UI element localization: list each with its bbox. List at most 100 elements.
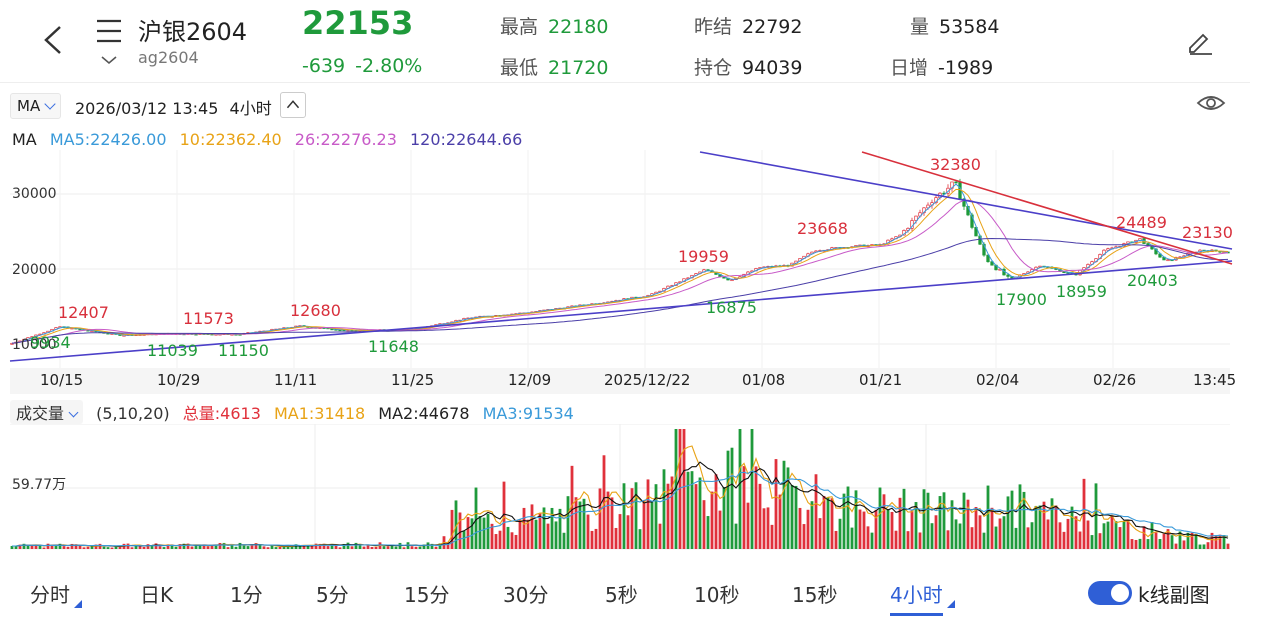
volume-bar bbox=[858, 509, 862, 549]
stat-open-interest: 持仓 94039 bbox=[694, 53, 802, 80]
volume-indicator-dropdown[interactable]: 成交量 bbox=[10, 400, 84, 424]
volume-bar bbox=[634, 482, 638, 549]
volume-bar bbox=[86, 546, 90, 549]
volume-bar bbox=[302, 546, 306, 549]
volume-bar bbox=[206, 546, 210, 549]
volume-bar bbox=[1034, 505, 1038, 549]
stat-label: 日增 bbox=[890, 57, 929, 79]
indicator-dropdown[interactable]: MA bbox=[10, 93, 62, 119]
volume-chart[interactable]: 59.77万 bbox=[0, 424, 1250, 552]
tab-label: 分时 bbox=[30, 583, 70, 607]
volume-bar bbox=[334, 545, 338, 549]
volume-bar bbox=[614, 527, 618, 549]
trend-line-resistance bbox=[699, 151, 1233, 250]
volume-bar bbox=[574, 497, 578, 549]
tab-daily[interactable]: 日K bbox=[140, 579, 173, 608]
volume-bar bbox=[278, 546, 282, 549]
volume-bar bbox=[210, 544, 214, 549]
volume-bar bbox=[354, 542, 358, 549]
volume-bar bbox=[1222, 535, 1226, 549]
menu-icon[interactable] bbox=[96, 18, 122, 44]
volume-bar bbox=[694, 484, 698, 549]
volume-bar bbox=[918, 532, 922, 549]
volume-bar bbox=[606, 491, 610, 549]
back-icon[interactable] bbox=[42, 24, 64, 56]
volume-bar bbox=[518, 520, 522, 549]
y-tick-label: 10000 bbox=[12, 337, 57, 353]
volume-bar bbox=[290, 545, 294, 549]
volume-bar bbox=[766, 507, 770, 549]
trend-line-red bbox=[861, 151, 1233, 265]
volume-bar bbox=[1006, 496, 1010, 549]
volume-bar bbox=[1042, 501, 1046, 549]
volume-bar bbox=[234, 546, 238, 549]
volume-bar bbox=[1106, 521, 1110, 549]
chevron-down-icon[interactable] bbox=[100, 54, 118, 66]
tab-label: 1分 bbox=[230, 583, 263, 607]
tab-intraday[interactable]: 分时 bbox=[30, 579, 82, 608]
volume-bar bbox=[102, 546, 106, 549]
tab-15min[interactable]: 15分 bbox=[404, 579, 449, 608]
volume-bar bbox=[830, 498, 834, 549]
volume-bar bbox=[90, 546, 94, 549]
volume-bar bbox=[514, 534, 518, 549]
volume-bar bbox=[422, 544, 426, 549]
volume-bar bbox=[974, 506, 978, 549]
volume-params: (5,10,20) bbox=[96, 404, 170, 423]
tab-1min[interactable]: 1分 bbox=[230, 579, 263, 608]
volume-bar bbox=[342, 543, 346, 549]
volume-bar bbox=[1098, 533, 1102, 549]
volume-bar bbox=[502, 481, 506, 549]
candle-body bbox=[926, 204, 930, 209]
price-chart[interactable]: 30000 20000 10000 12407 11573 12680 19959 2366… bbox=[0, 150, 1250, 396]
volume-bar bbox=[134, 544, 138, 549]
volume-bar bbox=[314, 543, 318, 549]
volume-bar bbox=[454, 500, 458, 549]
tab-15sec[interactable]: 15秒 bbox=[792, 579, 837, 608]
stat-value: -1989 bbox=[938, 57, 994, 79]
tab-10sec[interactable]: 10秒 bbox=[694, 579, 739, 608]
volume-bar bbox=[538, 513, 542, 549]
y-tick-label: 20000 bbox=[12, 262, 57, 278]
volume-bar bbox=[82, 547, 86, 549]
candle-body bbox=[986, 254, 990, 263]
volume-bar bbox=[1058, 522, 1062, 549]
volume-bar bbox=[1054, 505, 1058, 549]
high-annotation: 19959 bbox=[678, 247, 729, 266]
edit-icon[interactable] bbox=[1186, 28, 1214, 56]
volume-bar bbox=[862, 511, 866, 549]
volume-y-tick: 59.77万 bbox=[12, 477, 66, 493]
volume-bar bbox=[550, 507, 554, 549]
volume-bar bbox=[38, 545, 42, 549]
volume-bar bbox=[306, 545, 310, 549]
stat-value: 53584 bbox=[939, 16, 1000, 38]
volume-bar bbox=[838, 518, 842, 549]
tab-label: 15分 bbox=[404, 583, 450, 607]
volume-bar bbox=[1022, 491, 1026, 549]
eye-icon[interactable] bbox=[1196, 92, 1226, 114]
volume-bar bbox=[950, 500, 954, 549]
low-annotation: 16875 bbox=[706, 298, 757, 317]
contract-title[interactable]: 沪银2604 bbox=[138, 18, 248, 46]
candle-body bbox=[1106, 248, 1110, 251]
volume-bar bbox=[106, 547, 110, 549]
volume-bar bbox=[742, 466, 746, 549]
tab-5sec[interactable]: 5秒 bbox=[605, 579, 638, 608]
stat-value: 21720 bbox=[548, 57, 609, 79]
collapse-button[interactable] bbox=[280, 92, 306, 118]
tab-label: 30分 bbox=[503, 583, 549, 607]
sub-chart-toggle[interactable] bbox=[1088, 581, 1132, 605]
volume-bar bbox=[934, 515, 938, 549]
volume-bar bbox=[854, 490, 858, 549]
trend-line-support bbox=[9, 260, 1233, 362]
tab-4hour[interactable]: 4小时 bbox=[890, 579, 955, 616]
volume-bar bbox=[902, 488, 906, 549]
volume-bar bbox=[482, 517, 486, 549]
candle-body bbox=[990, 261, 994, 266]
volume-bar bbox=[190, 546, 194, 549]
tab-30min[interactable]: 30分 bbox=[503, 579, 548, 608]
volume-bar bbox=[730, 447, 734, 549]
last-price: 22153 bbox=[302, 4, 414, 42]
tab-5min[interactable]: 5分 bbox=[316, 579, 349, 608]
volume-bar bbox=[630, 488, 634, 549]
